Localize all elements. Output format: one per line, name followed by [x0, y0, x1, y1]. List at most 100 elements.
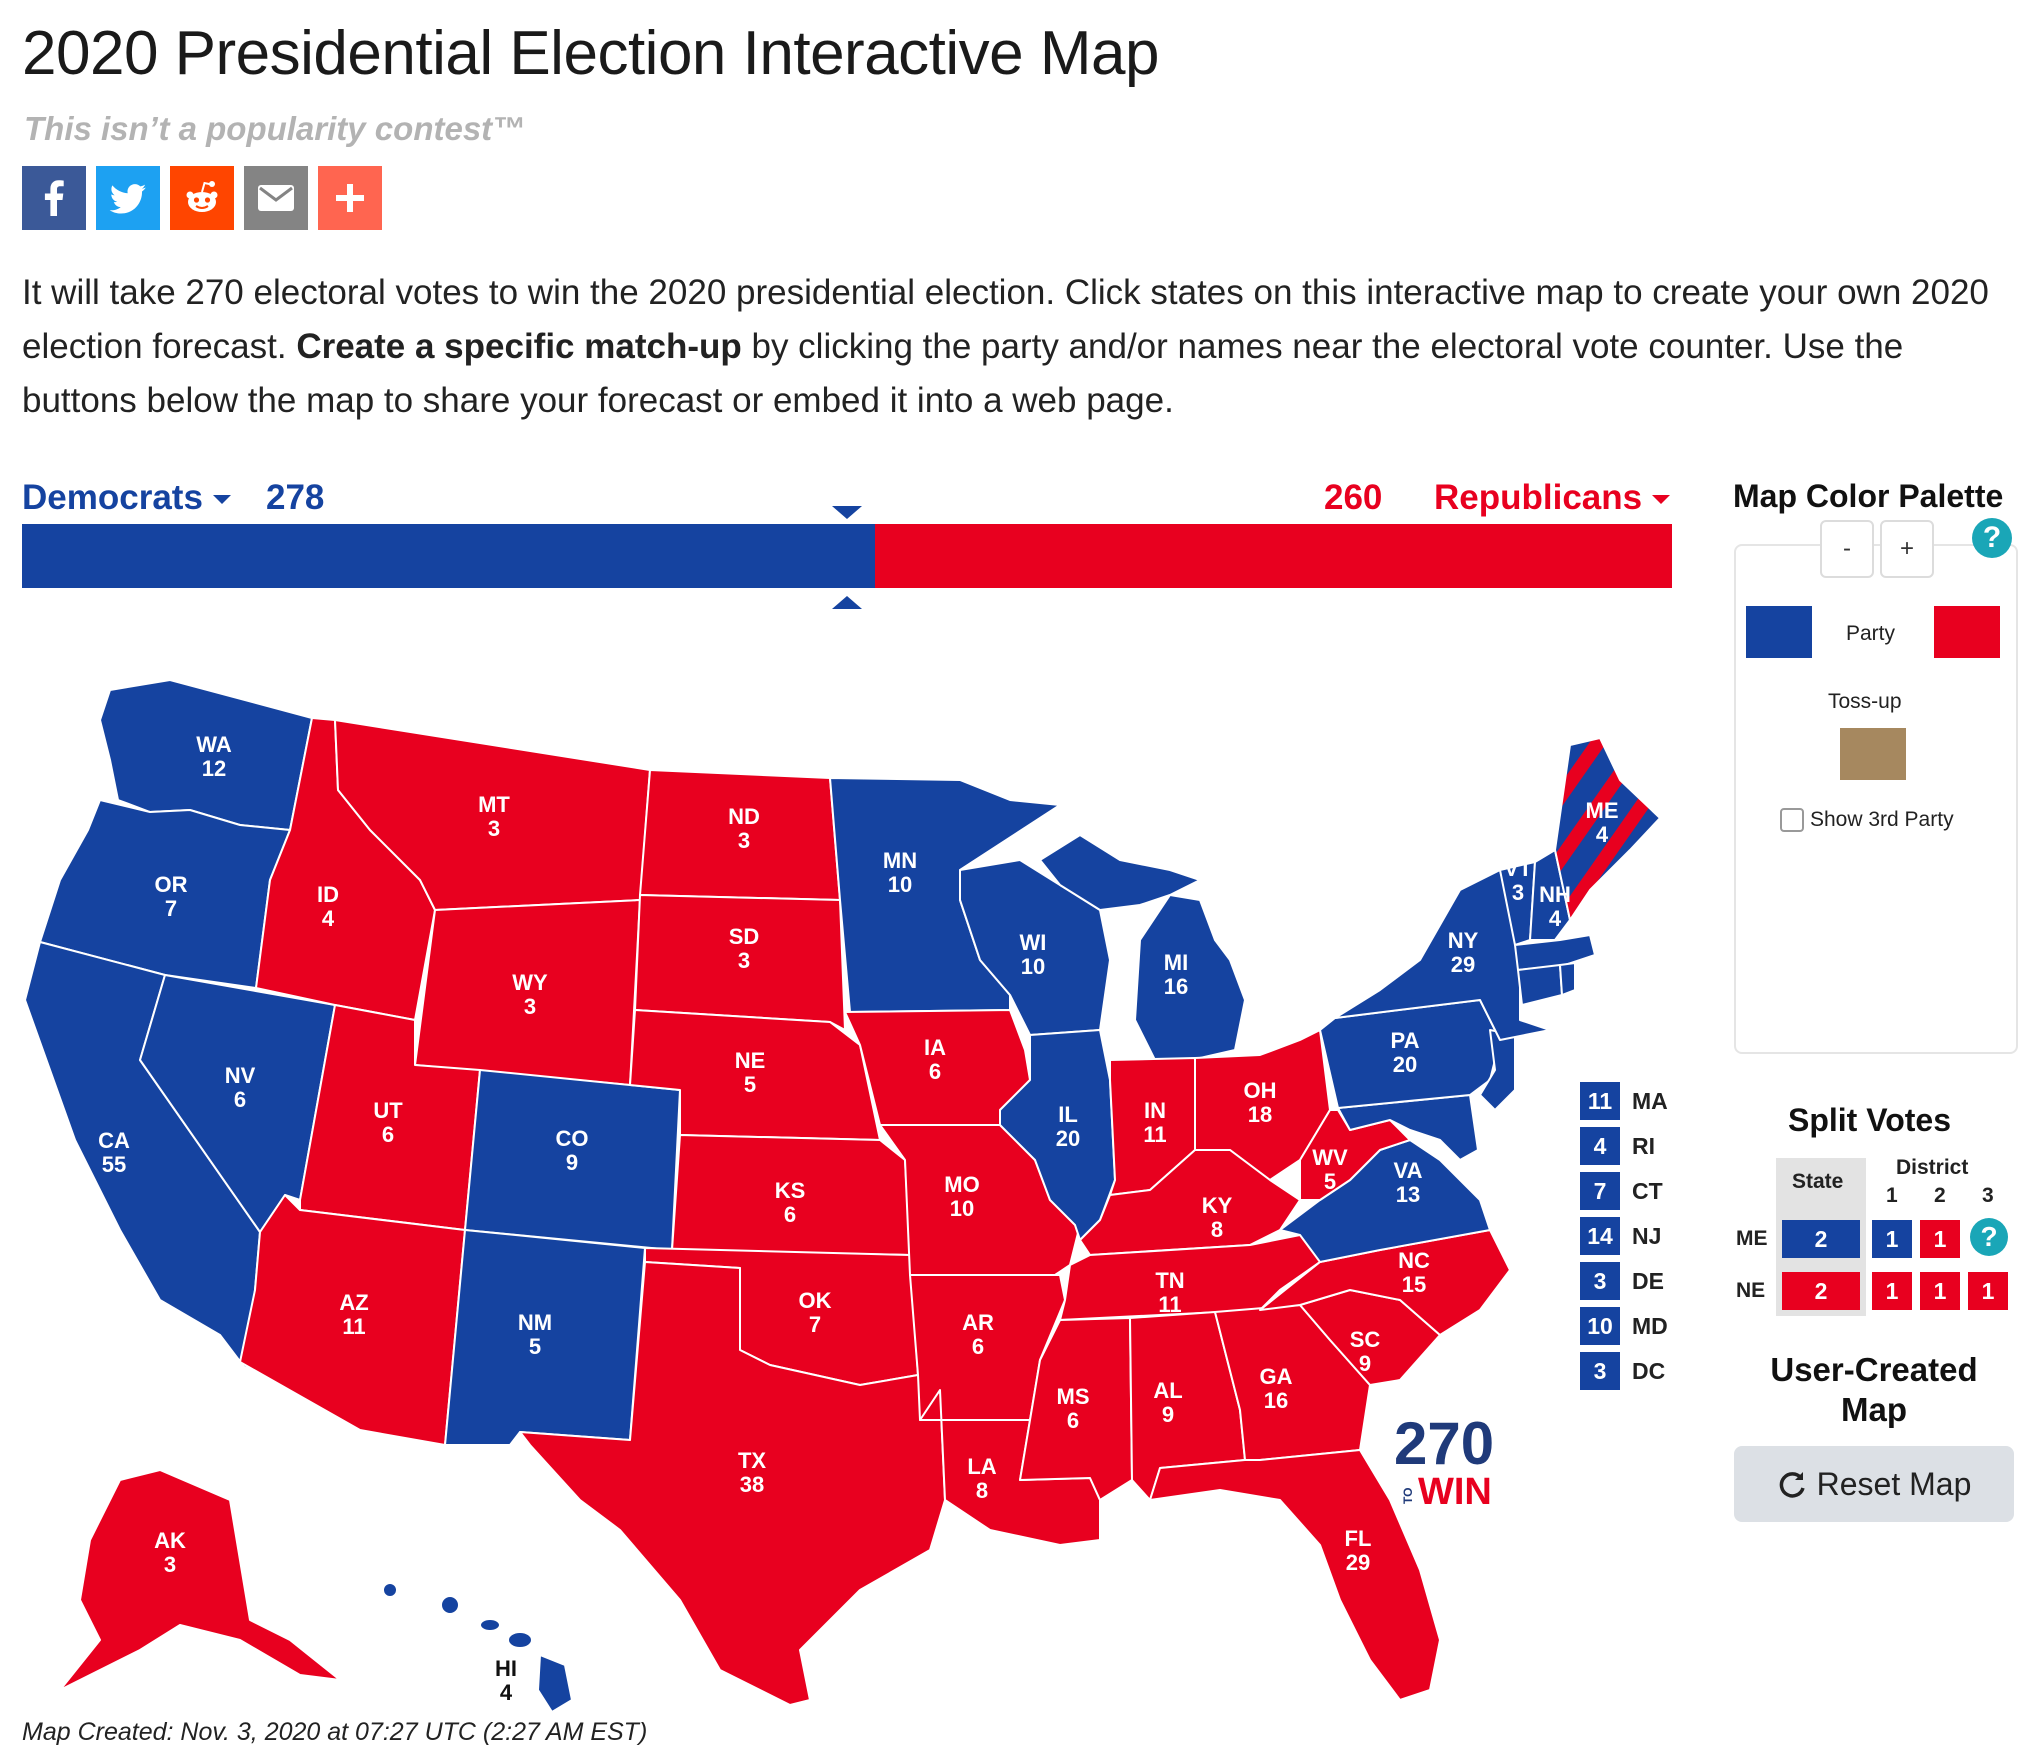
state-SD[interactable]: [634, 894, 846, 1031]
state-label-al: AL: [1153, 1378, 1182, 1403]
intro-text-1: It will take 270 electoral votes to win …: [22, 273, 1989, 366]
state-CT[interactable]: [1517, 964, 1563, 1006]
270-threshold-marker-bottom: [832, 596, 862, 609]
reset-map-button[interactable]: Reset Map: [1734, 1446, 2014, 1522]
state-ev-nc: 15: [1402, 1272, 1426, 1297]
state-ev-nm: 5: [529, 1334, 541, 1359]
state-label-id: ID: [317, 882, 339, 907]
refresh-icon: [1779, 1472, 1805, 1498]
small-state-ev-ct[interactable]: 7: [1580, 1172, 1620, 1210]
state-label-in: IN: [1144, 1098, 1166, 1123]
split-statewide-ne[interactable]: 2: [1782, 1272, 1860, 1310]
state-label-ga: GA: [1260, 1364, 1293, 1389]
split-votes-help-icon[interactable]: ?: [1970, 1218, 2008, 1256]
state-ev-ca: 55: [102, 1152, 126, 1177]
state-NH[interactable]: [1529, 849, 1571, 941]
palette-minus-button[interactable]: -: [1820, 520, 1874, 578]
intro-bold: Create a specific match-up: [296, 327, 742, 366]
democrats-dropdown[interactable]: Democrats: [22, 478, 231, 518]
state-RI[interactable]: [1559, 962, 1576, 996]
state-TX[interactable]: [519, 1261, 946, 1706]
party-label: Party: [1846, 622, 1896, 645]
twitter-icon: [109, 184, 146, 214]
state-label-ms: MS: [1057, 1384, 1090, 1409]
state-label-ne: NE: [735, 1048, 766, 1073]
state-MI[interactable]: [1134, 894, 1246, 1061]
state-ev-tn: 11: [1158, 1292, 1181, 1317]
small-state-ev-ri[interactable]: 4: [1580, 1127, 1620, 1165]
state-HI[interactable]: [382, 1582, 573, 1713]
state-ev-ut: 6: [382, 1122, 394, 1147]
logo-number: 270: [1394, 1410, 1494, 1477]
state-label-ky: KY: [1202, 1193, 1233, 1218]
state-ev-oh: 18: [1248, 1102, 1272, 1127]
palette-plus-button[interactable]: +: [1880, 520, 1934, 578]
state-ME[interactable]: [1554, 737, 1661, 921]
small-state-ev-md[interactable]: 10: [1580, 1307, 1620, 1345]
state-label-nm: NM: [518, 1310, 552, 1335]
state-label-ar: AR: [962, 1310, 994, 1335]
tossup-swatch[interactable]: [1840, 728, 1906, 780]
email-share-button[interactable]: [244, 166, 308, 230]
small-state-ev-dc[interactable]: 3: [1580, 1352, 1620, 1390]
district-number-2: 2: [1934, 1184, 1946, 1207]
small-state-ev-nj[interactable]: 14: [1580, 1217, 1620, 1255]
show-3rd-party-checkbox[interactable]: [1780, 808, 1804, 832]
split-district-me-2[interactable]: 1: [1920, 1220, 1960, 1258]
dem-party-swatch[interactable]: [1746, 606, 1812, 658]
more-share-button[interactable]: [318, 166, 382, 230]
democrats-ev-count: 278: [266, 478, 325, 517]
logo-win: WIN: [1418, 1471, 1492, 1508]
reddit-share-button[interactable]: [170, 166, 234, 230]
state-ev-wa: 12: [202, 756, 226, 781]
split-district-ne-2[interactable]: 1: [1920, 1272, 1960, 1310]
state-ev-co: 9: [566, 1150, 578, 1175]
state-NM[interactable]: [444, 1229, 646, 1446]
state-ev-va: 13: [1396, 1182, 1420, 1207]
split-district-ne-3[interactable]: 1: [1968, 1272, 2008, 1310]
state-ev-ga: 16: [1264, 1388, 1288, 1413]
state-FL[interactable]: [1149, 1449, 1441, 1701]
palette-help-icon[interactable]: ?: [1972, 518, 2012, 558]
state-KY[interactable]: [1079, 1149, 1301, 1256]
state-label-wa: WA: [196, 732, 232, 757]
state-ev-pa: 20: [1393, 1052, 1417, 1077]
state-ev-ny: 29: [1451, 952, 1475, 977]
state-label-mi: MI: [1164, 950, 1188, 975]
state-ev-in: 11: [1143, 1122, 1166, 1147]
state-ev-ak: 3: [164, 1552, 176, 1577]
state-label-tx: TX: [738, 1448, 766, 1473]
split-statewide-me[interactable]: 2: [1782, 1220, 1860, 1258]
state-MD[interactable]: [1337, 1094, 1479, 1161]
chevron-down-icon: [212, 495, 231, 505]
page-title: 2020 Presidential Election Interactive M…: [22, 19, 1160, 88]
small-state-label-md: MD: [1632, 1313, 1668, 1339]
state-ev-or: 7: [165, 896, 177, 921]
chevron-down-icon: [1652, 495, 1671, 505]
state-label-fl: FL: [1345, 1526, 1372, 1551]
split-district-me-1[interactable]: 1: [1872, 1220, 1912, 1258]
split-votes-state-header: State: [1792, 1170, 1844, 1193]
small-state-label-ri: RI: [1632, 1133, 1655, 1159]
split-district-ne-1[interactable]: 1: [1872, 1272, 1912, 1310]
small-state-label-nj: NJ: [1632, 1223, 1662, 1249]
logo-side: TO: [1401, 1488, 1415, 1504]
state-ev-la: 8: [976, 1478, 988, 1503]
state-WV[interactable]: [1299, 1109, 1411, 1201]
small-state-ev-ma[interactable]: 11: [1580, 1082, 1620, 1120]
rep-party-swatch[interactable]: [1934, 606, 2000, 658]
state-MI-upper[interactable]: [1039, 834, 1201, 911]
democrats-label: Democrats: [22, 478, 203, 517]
state-AK[interactable]: [59, 1469, 341, 1691]
state-label-oh: OH: [1244, 1078, 1277, 1103]
state-ev-mt: 3: [488, 816, 500, 841]
state-ev-id: 4: [322, 906, 335, 931]
270towin-logo: 270 TO WIN: [1392, 1408, 1512, 1513]
small-state-ev-de[interactable]: 3: [1580, 1262, 1620, 1300]
state-TN[interactable]: [1059, 1234, 1341, 1321]
state-ev-al: 9: [1162, 1402, 1174, 1427]
state-label-co: CO: [556, 1126, 589, 1151]
twitter-share-button[interactable]: [96, 166, 160, 230]
facebook-share-button[interactable]: [22, 166, 86, 230]
republicans-dropdown[interactable]: Republicans: [1434, 478, 1671, 518]
